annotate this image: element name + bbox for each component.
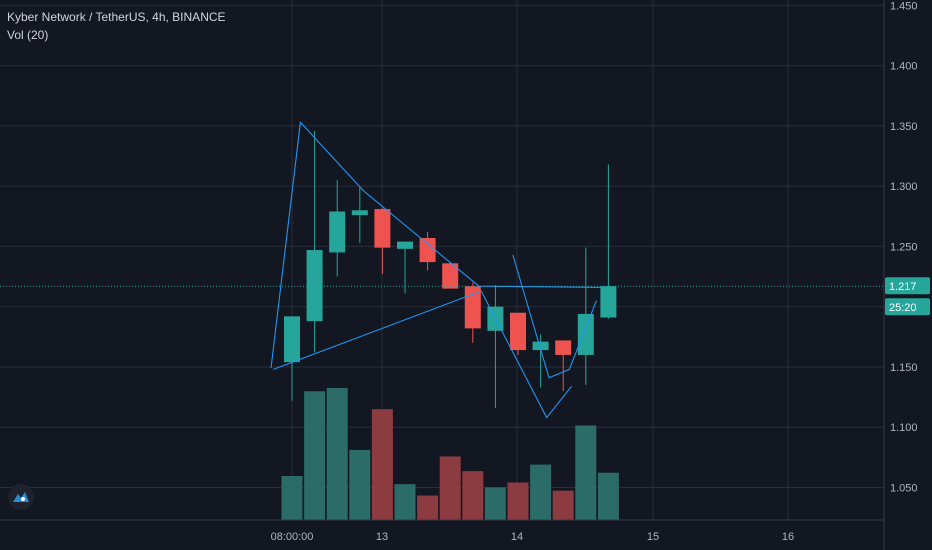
price-axis-tick: 1.100 xyxy=(890,422,918,434)
candle xyxy=(487,285,504,408)
candle xyxy=(577,247,594,386)
trend-line-drawings[interactable] xyxy=(270,121,608,419)
price-axis-tick: 1.300 xyxy=(890,181,918,193)
candle xyxy=(306,130,323,353)
candle xyxy=(510,312,526,355)
candle-body xyxy=(329,211,346,253)
price-axis-tick: 1.400 xyxy=(890,61,918,73)
candle xyxy=(464,282,481,343)
price-axis-tick: 1.350 xyxy=(890,121,918,133)
candle-body xyxy=(419,238,436,263)
candle xyxy=(284,316,300,401)
trend-line xyxy=(270,121,608,369)
candle xyxy=(555,340,572,392)
candle xyxy=(351,186,368,243)
candle-body xyxy=(397,241,413,249)
volume-bar xyxy=(552,490,574,520)
price-axis-tick: 1.250 xyxy=(890,241,918,253)
volume-bar xyxy=(507,482,529,520)
candle-body xyxy=(577,313,594,355)
trend-line xyxy=(512,254,597,379)
tradingview-logo-icon[interactable] xyxy=(8,484,34,510)
candle xyxy=(442,262,459,289)
logo-mark xyxy=(13,492,29,502)
chart-grid xyxy=(0,0,884,520)
candle xyxy=(374,207,391,275)
candle-body xyxy=(464,286,481,329)
volume-bar xyxy=(417,495,439,520)
volume-bar xyxy=(597,472,619,520)
price-axis-tick: 1.050 xyxy=(890,482,918,494)
volume-bar xyxy=(462,471,484,520)
price-tag-value: 1.217 xyxy=(889,281,917,293)
candle xyxy=(397,241,413,294)
candle xyxy=(329,180,346,277)
current-price-tag: 1.217 25:20 xyxy=(885,277,930,316)
volume-bar xyxy=(439,456,461,520)
candle-body xyxy=(442,263,459,289)
price-tag-countdown: 25:20 xyxy=(889,302,917,314)
volume-bar xyxy=(326,388,348,520)
candle-body xyxy=(555,340,572,355)
candle-body xyxy=(510,312,526,351)
price-tag-box xyxy=(885,277,930,295)
candle xyxy=(532,334,549,388)
candle xyxy=(600,164,617,319)
symbol-title[interactable]: Kyber Network / TetherUS, 4h, BINANCE xyxy=(7,10,226,24)
candle-body xyxy=(306,250,323,322)
countdown-box xyxy=(885,298,930,316)
time-axis-tick: 13 xyxy=(376,531,388,543)
candle-body xyxy=(374,209,391,248)
volume-bar xyxy=(530,464,552,520)
candle xyxy=(419,231,436,271)
trend-line xyxy=(273,290,573,419)
price-axis-tick: 1.150 xyxy=(890,362,918,374)
price-axis-tick: 1.450 xyxy=(890,0,918,12)
volume-bar xyxy=(371,409,393,520)
chart-legend: Kyber Network / TetherUS, 4h, BINANCE Vo… xyxy=(7,8,226,44)
volume-bar xyxy=(349,449,371,520)
time-axis-tick: 14 xyxy=(511,531,523,543)
candle-body xyxy=(532,341,549,351)
candle-body xyxy=(351,210,368,216)
time-axis-tick: 15 xyxy=(647,531,659,543)
candle-body xyxy=(600,286,617,318)
volume-bar xyxy=(394,484,416,520)
volume-bar xyxy=(281,476,303,520)
volume-bar xyxy=(484,487,506,520)
volume-bar xyxy=(304,391,326,520)
volume-bars xyxy=(281,388,619,520)
time-axis-tick: 08:00:00 xyxy=(271,531,314,543)
candle-body xyxy=(284,316,300,363)
candles xyxy=(284,130,617,408)
volume-indicator-label[interactable]: Vol (20) xyxy=(7,28,49,42)
time-axis-tick: 16 xyxy=(782,531,794,543)
volume-bar xyxy=(575,425,597,520)
